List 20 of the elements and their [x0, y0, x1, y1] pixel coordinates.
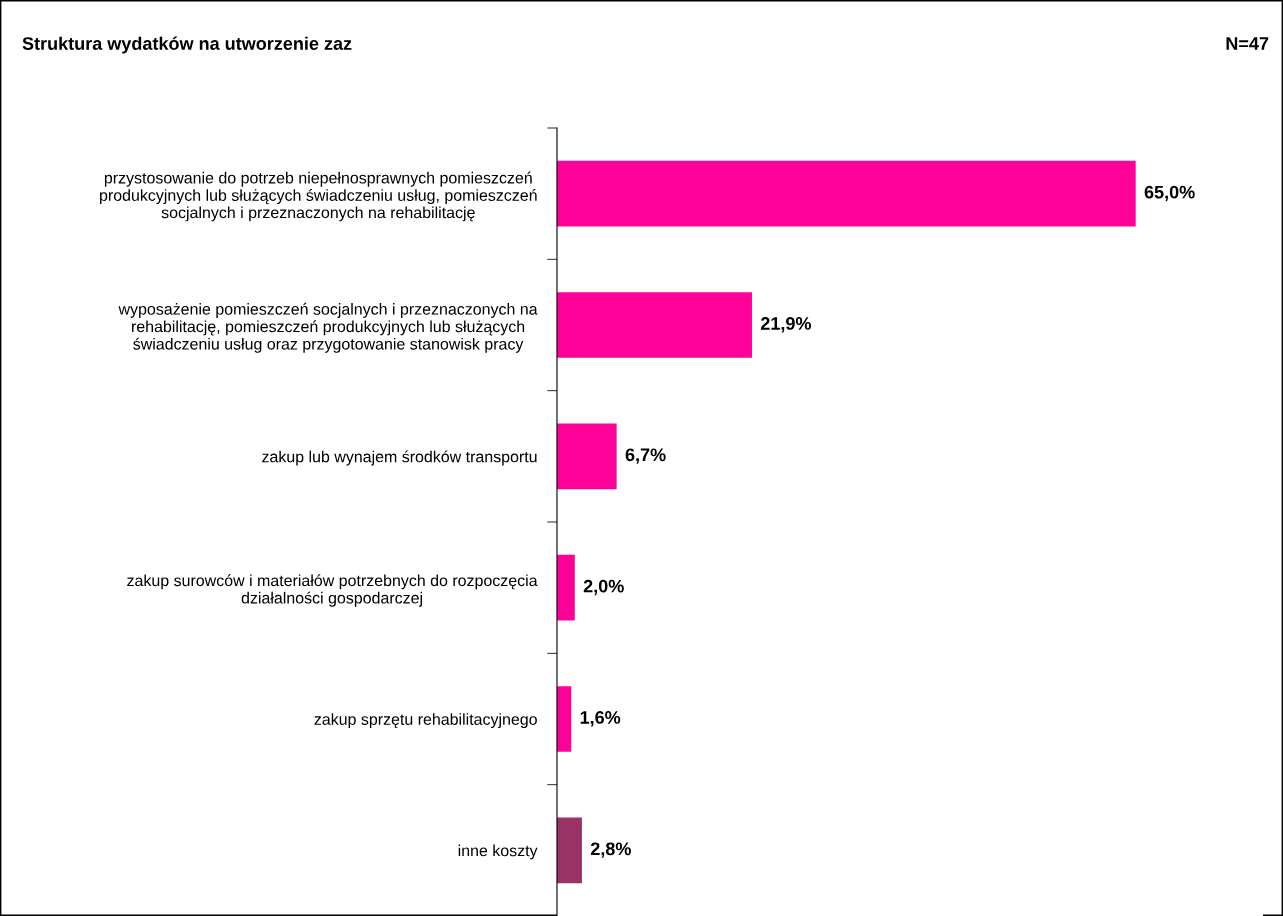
bar — [557, 292, 752, 358]
data-label: 65,0% — [1144, 185, 1195, 202]
data-label: 2,0% — [583, 579, 624, 596]
y-tick-label: zakup sprzętu rehabilitacyjnego — [314, 713, 537, 729]
bar — [557, 817, 582, 884]
y-tick-label: przystosowanie do potrzeb niepełnosprawnych pomieszczeń produkcyjnych lub służących świadczeniu usług, pomieszczeń socjalnych i przeznaczonych na rehabilitację — [100, 171, 537, 222]
data-label: 2,8% — [590, 842, 631, 858]
data-label: 1,6% — [580, 711, 621, 727]
y-tick-label: wyposażenie pomieszczeń socjalnych i przeznaczonych na rehabilitację, pomieszczeń produkcyjnych lub służących świadczeniu usług oraz przygotowanie stanowisk pracy — [118, 302, 538, 353]
bar — [557, 160, 1136, 227]
bar — [557, 686, 572, 752]
y-tick-label: inne koszty — [458, 844, 538, 860]
text: N=47 — [1226, 37, 1269, 50]
data-label: 21,9% — [760, 317, 812, 333]
bar — [557, 554, 575, 621]
y-tick-label: zakup surowców i materiałów potrzebnych do rozpoczęcia działalności gospodarczej — [127, 574, 538, 607]
bar — [557, 423, 617, 490]
text: Struktura wydatków na utworzenie zaz — [22, 36, 352, 54]
data-label: 6,7% — [625, 448, 666, 464]
y-tick-label: zakup lub wynajem środków transportu — [262, 450, 537, 466]
